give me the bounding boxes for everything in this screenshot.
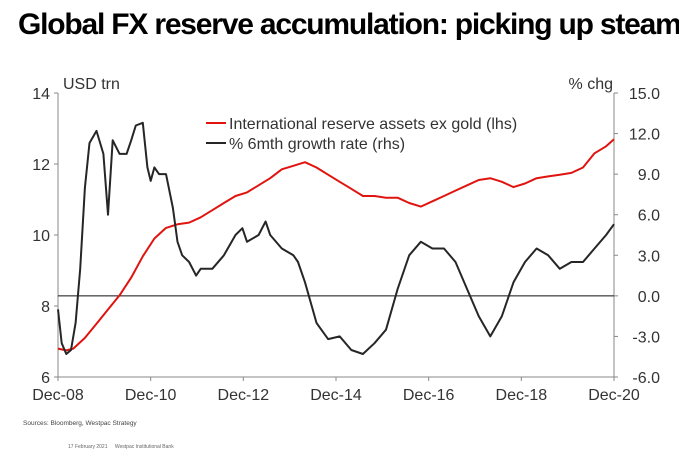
right-tick-label: 6.0 — [638, 208, 660, 225]
reserves-series-line — [57, 138, 615, 352]
legend-entry: % 6mth growth rate (rhs) — [229, 136, 405, 153]
left-tick-label: 6 — [41, 370, 50, 387]
left-tick-label: 12 — [32, 157, 50, 174]
right-tick-label: -3.0 — [632, 329, 660, 346]
left-axis-label: USD trn — [63, 76, 120, 93]
left-tick-label: 8 — [41, 299, 50, 316]
right-tick-label: 15.0 — [629, 86, 660, 103]
left-tick-label: 10 — [32, 228, 50, 245]
footer-org: Westpac Institutional Bank — [114, 444, 174, 450]
x-tick-label: Dec-10 — [125, 387, 177, 404]
x-tick-label: Dec-14 — [310, 387, 362, 404]
right-tick-label: 3.0 — [638, 248, 660, 265]
right-tick-label: 0.0 — [638, 289, 660, 306]
page-title: Global FX reserve accumulation: picking … — [18, 8, 679, 41]
right-tick-label: 9.0 — [638, 167, 660, 184]
right-axis-label: % chg — [569, 76, 613, 93]
left-tick-label: 14 — [32, 86, 50, 103]
legend-entry: International reserve assets ex gold (lh… — [229, 116, 517, 133]
footer-date: 17 February 2021 — [68, 444, 108, 450]
right-tick-label: -6.0 — [632, 370, 660, 387]
x-tick-label: Dec-18 — [496, 387, 548, 404]
x-tick-label: Dec-16 — [403, 387, 455, 404]
footer: 17 February 2021 Westpac Institutional B… — [68, 444, 180, 450]
x-tick-label: Dec-20 — [588, 387, 640, 404]
x-tick-label: Dec-12 — [218, 387, 270, 404]
source-note: Sources: Bloomberg, Westpac Strategy — [23, 420, 137, 427]
x-tick-label: Dec-08 — [32, 387, 84, 404]
right-tick-label: 12.0 — [629, 127, 660, 144]
growth-series-line — [57, 121, 615, 355]
